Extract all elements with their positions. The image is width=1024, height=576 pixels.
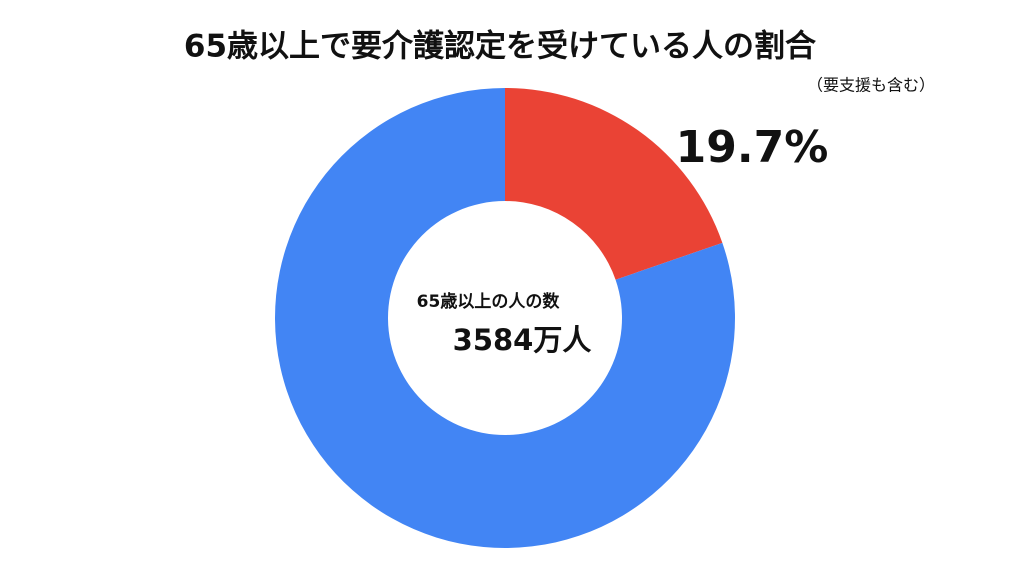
chart-subtitle: （要支援も含む） (807, 76, 935, 95)
chart-title: 65歳以上で要介護認定を受けている人の割合 (184, 29, 816, 65)
center-label: 65歳以上の人の数 (417, 291, 561, 312)
value-label: 19.7% (676, 122, 829, 173)
donut-slice (274, 88, 735, 548)
center-value: 3584万人 (453, 323, 592, 357)
donut-slice (505, 88, 723, 280)
donut (274, 88, 735, 548)
